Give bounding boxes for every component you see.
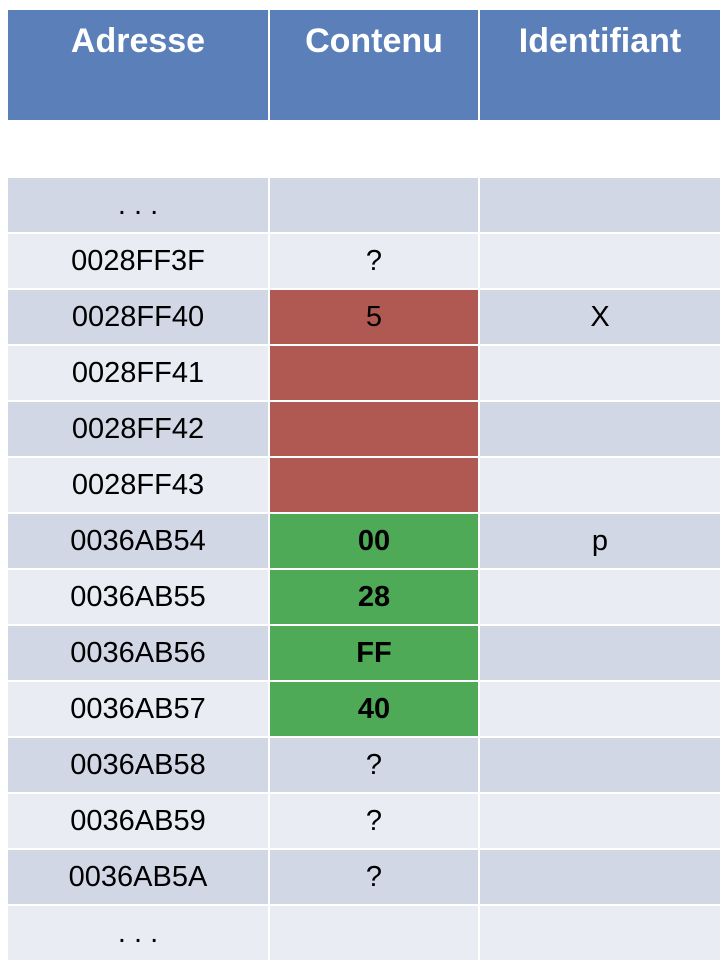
header-content: Contenu	[268, 8, 480, 122]
address-cell: . . .	[6, 904, 270, 962]
content-cell-pointer-p: 00	[268, 512, 480, 570]
identifier-cell	[478, 176, 722, 234]
address-cell: 0036AB59	[6, 792, 270, 850]
header-row: Adresse Contenu Identifiant	[6, 8, 722, 122]
content-cell: ?	[268, 792, 480, 850]
content-cell	[268, 176, 480, 234]
table-row: 0036AB58 ?	[6, 736, 722, 794]
content-cell	[268, 904, 480, 962]
identifier-cell	[478, 848, 722, 906]
identifier-cell: X	[478, 288, 722, 346]
content-cell-int-x	[268, 456, 480, 514]
content-cell-pointer-p: FF	[268, 624, 480, 682]
identifier-cell	[478, 680, 722, 738]
identifier-cell: p	[478, 512, 722, 570]
content-cell: ?	[268, 848, 480, 906]
table-row: 0028FF42	[6, 400, 722, 458]
table-row: 0028FF3F ?	[6, 232, 722, 290]
address-cell: . . .	[6, 176, 270, 234]
header-identifier: Identifiant	[478, 8, 722, 122]
identifier-cell	[478, 232, 722, 290]
table-row: 0036AB55 28	[6, 568, 722, 626]
identifier-cell	[478, 568, 722, 626]
content-cell: ?	[268, 232, 480, 290]
table-row: 0036AB5A ?	[6, 848, 722, 906]
address-cell: 0028FF43	[6, 456, 270, 514]
content-cell-pointer-p: 40	[268, 680, 480, 738]
memory-table: Adresse Contenu Identifiant . . . 0028FF…	[6, 8, 722, 962]
identifier-cell	[478, 624, 722, 682]
table-row: . . .	[6, 176, 722, 234]
address-cell: 0028FF41	[6, 344, 270, 402]
table-row: 0036AB56 FF	[6, 624, 722, 682]
header-spacer	[6, 120, 722, 178]
identifier-cell	[478, 344, 722, 402]
header-address: Adresse	[6, 8, 270, 122]
identifier-cell	[478, 400, 722, 458]
address-cell: 0036AB57	[6, 680, 270, 738]
table-row: 0028FF41	[6, 344, 722, 402]
address-cell: 0036AB5A	[6, 848, 270, 906]
table-row: 0036AB54 00 p	[6, 512, 722, 570]
table-row: 0036AB59 ?	[6, 792, 722, 850]
address-cell: 0036AB54	[6, 512, 270, 570]
content-cell-int-x	[268, 344, 480, 402]
table-row: 0028FF43	[6, 456, 722, 514]
address-cell: 0036AB55	[6, 568, 270, 626]
identifier-cell	[478, 792, 722, 850]
content-cell-int-x	[268, 400, 480, 458]
table-row: . . .	[6, 904, 722, 962]
content-cell-pointer-p: 28	[268, 568, 480, 626]
table-row: 0036AB57 40	[6, 680, 722, 738]
identifier-cell	[478, 904, 722, 962]
content-cell: ?	[268, 736, 480, 794]
address-cell: 0036AB58	[6, 736, 270, 794]
address-cell: 0028FF42	[6, 400, 270, 458]
address-cell: 0036AB56	[6, 624, 270, 682]
identifier-cell	[478, 736, 722, 794]
identifier-cell	[478, 456, 722, 514]
content-cell-int-x: 5	[268, 288, 480, 346]
address-cell: 0028FF3F	[6, 232, 270, 290]
address-cell-highlighted: 0028FF40	[6, 288, 270, 346]
table-row: 0028FF40 5 X	[6, 288, 722, 346]
